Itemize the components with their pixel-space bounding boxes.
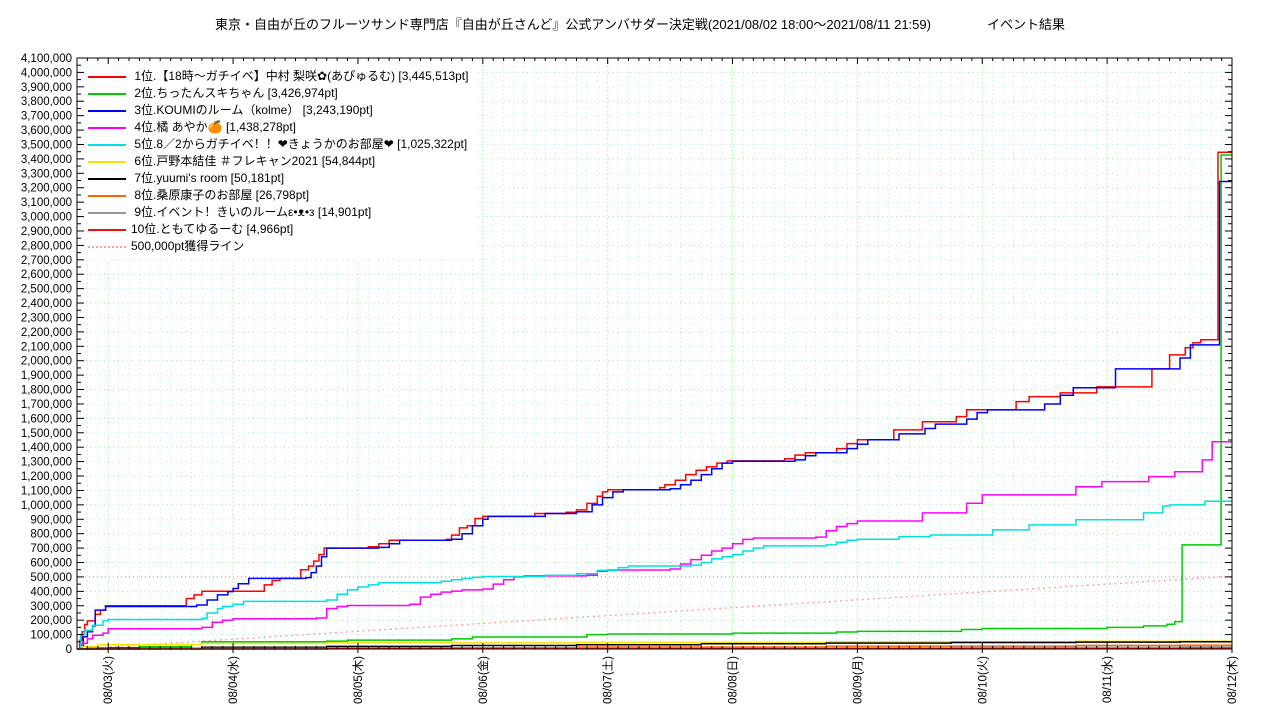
x-tick-label: 08/08(日) bbox=[728, 656, 740, 704]
y-tick-label: 3,100,000 bbox=[21, 197, 72, 209]
y-tick-label: 800,000 bbox=[30, 529, 72, 541]
legend-label: 9位.イベント！きいのルームε•ᴥ•з [14,901pt] bbox=[131, 205, 372, 219]
y-tick-label: 3,400,000 bbox=[21, 154, 72, 166]
legend-item-rank-7: 7位.yuumi's room [50,181pt] bbox=[88, 170, 468, 187]
x-tick-label: 08/04(水) bbox=[227, 656, 240, 704]
legend-line-sample bbox=[88, 211, 126, 214]
x-tick-label: 08/07(土) bbox=[602, 656, 615, 704]
legend-label: 6位.戸野本結佳 ＃フレキャン2021 [54,844pt] bbox=[131, 154, 376, 168]
legend-label: 2位.ちったんスキちゃん [3,426,974pt] bbox=[131, 86, 338, 100]
y-tick-label: 2,100,000 bbox=[21, 341, 72, 353]
y-tick-label: 1,800,000 bbox=[21, 385, 72, 397]
chart-title-suffix: イベント結果 bbox=[986, 17, 1065, 32]
legend-label: 10位.ともてゆるーむ [4,966pt] bbox=[131, 222, 294, 236]
legend-line-sample bbox=[88, 75, 126, 78]
y-tick-label: 2,300,000 bbox=[21, 312, 72, 324]
y-tick-label: 3,200,000 bbox=[21, 183, 72, 195]
x-tick-label: 08/12(木) bbox=[1226, 656, 1239, 704]
y-tick-label: 100,000 bbox=[30, 630, 72, 642]
x-tick-label: 08/05(木) bbox=[352, 656, 365, 704]
legend-line-sample bbox=[88, 92, 126, 95]
y-tick-label: 2,900,000 bbox=[21, 226, 72, 238]
threshold-line bbox=[76, 576, 1232, 650]
legend-line-sample bbox=[88, 194, 126, 197]
series-line-rank-5 bbox=[77, 500, 1232, 650]
legend-label: 1位.【18時～ガチイベ】中村 梨咲✿(あぴゅるむ) [3,445,513pt] bbox=[131, 69, 469, 83]
series-line-rank-3 bbox=[77, 180, 1232, 650]
y-tick-label: 3,300,000 bbox=[21, 168, 72, 180]
y-tick-label: 3,700,000 bbox=[21, 111, 72, 123]
legend-item-rank-3: 3位.KOUMIのルーム（kolme） [3,243,190pt] bbox=[88, 102, 468, 119]
legend-item-rank-8: 8位.桑原康子のお部屋 [26,798pt] bbox=[88, 187, 468, 204]
y-tick-label: 1,700,000 bbox=[21, 399, 72, 411]
legend-line-sample bbox=[88, 177, 126, 180]
y-tick-label: 2,400,000 bbox=[21, 298, 72, 310]
legend-item-rank-2: 2位.ちったんスキちゃん [3,426,974pt] bbox=[88, 85, 468, 102]
legend-item-rank-10: 10位.ともてゆるーむ [4,966pt] bbox=[88, 221, 468, 238]
y-tick-label: 2,200,000 bbox=[21, 327, 72, 339]
y-tick-label: 1,100,000 bbox=[21, 485, 72, 497]
x-tick-label: 08/03(火) bbox=[102, 656, 115, 704]
y-tick-label: 0 bbox=[66, 644, 72, 656]
y-tick-label: 2,000,000 bbox=[21, 356, 72, 368]
y-tick-label: 3,000,000 bbox=[21, 212, 72, 224]
legend-label: 3位.KOUMIのルーム（kolme） [3,243,190pt] bbox=[131, 103, 373, 117]
y-tick-label: 3,500,000 bbox=[21, 139, 72, 151]
y-tick-label: 1,500,000 bbox=[21, 428, 72, 440]
y-tick-label: 1,300,000 bbox=[21, 457, 72, 469]
legend-line-sample bbox=[88, 109, 126, 112]
y-tick-label: 4,000,000 bbox=[21, 67, 72, 79]
x-tick-label: 08/06(金) bbox=[476, 656, 490, 704]
chart-legend: 1位.【18時～ガチイベ】中村 梨咲✿(あぴゅるむ) [3,445,513pt]… bbox=[84, 66, 475, 259]
y-tick-label: 1,400,000 bbox=[21, 442, 72, 454]
y-tick-label: 4,100,000 bbox=[21, 53, 72, 65]
y-tick-label: 1,000,000 bbox=[21, 500, 72, 512]
legend-item-rank-4: 4位.橘 あやか🍊 [1,438,278pt] bbox=[88, 119, 468, 136]
y-tick-label: 2,700,000 bbox=[21, 255, 72, 267]
y-tick-label: 500,000 bbox=[30, 572, 72, 584]
legend-label: 7位.yuumi's room [50,181pt] bbox=[131, 171, 285, 185]
y-tick-label: 600,000 bbox=[30, 558, 72, 570]
legend-line-sample bbox=[88, 143, 126, 146]
legend-item-rank-1: 1位.【18時～ガチイベ】中村 梨咲✿(あぴゅるむ) [3,445,513pt] bbox=[88, 68, 468, 85]
x-tick-label: 08/11(水) bbox=[1101, 656, 1114, 703]
x-tick-label: 08/10(火) bbox=[976, 656, 989, 704]
legend-label: 4位.橘 あやか🍊 [1,438,278pt] bbox=[131, 120, 297, 134]
y-tick-label: 1,600,000 bbox=[21, 413, 72, 425]
y-tick-label: 900,000 bbox=[30, 514, 72, 526]
y-tick-label: 2,800,000 bbox=[21, 240, 72, 252]
legend-line-sample bbox=[88, 228, 126, 231]
y-tick-label: 300,000 bbox=[30, 601, 72, 613]
legend-item-rank-5: 5位.8／2からガチイベ！！❤きょうかのお部屋❤ [1,025,322pt] bbox=[88, 136, 468, 153]
y-tick-label: 2,500,000 bbox=[21, 284, 72, 296]
series-line-rank-4 bbox=[77, 440, 1232, 650]
y-tick-label: 3,800,000 bbox=[21, 96, 72, 108]
y-tick-label: 3,600,000 bbox=[21, 125, 72, 137]
legend-label: 8位.桑原康子のお部屋 [26,798pt] bbox=[131, 188, 310, 202]
legend-line-sample bbox=[88, 245, 126, 248]
legend-item-rank-6: 6位.戸野本結佳 ＃フレキャン2021 [54,844pt] bbox=[88, 153, 468, 170]
chart-title-main: 東京・自由が丘のフルーツサンド専門店『自由が丘さんど』公式アンバサダー決定戦(2… bbox=[215, 17, 931, 32]
y-tick-label: 3,900,000 bbox=[21, 82, 72, 94]
legend-label: 5位.8／2からガチイベ！！❤きょうかのお部屋❤ [1,025,322pt] bbox=[131, 137, 468, 151]
y-tick-label: 2,600,000 bbox=[21, 269, 72, 281]
y-tick-label: 700,000 bbox=[30, 543, 72, 555]
legend-item-threshold: 500,000pt獲得ライン bbox=[88, 238, 468, 255]
legend-line-sample bbox=[88, 160, 126, 163]
y-tick-label: 400,000 bbox=[30, 586, 72, 598]
y-tick-label: 1,200,000 bbox=[21, 471, 72, 483]
series-line-rank-1 bbox=[77, 151, 1232, 650]
y-tick-label: 1,900,000 bbox=[21, 370, 72, 382]
x-tick-label: 08/09(月) bbox=[852, 656, 864, 704]
legend-item-rank-9: 9位.イベント！きいのルームε•ᴥ•з [14,901pt] bbox=[88, 204, 468, 221]
y-tick-label: 200,000 bbox=[30, 615, 72, 627]
legend-line-sample bbox=[88, 126, 126, 129]
chart-title: 東京・自由が丘のフルーツサンド専門店『自由が丘さんど』公式アンバサダー決定戦(2… bbox=[0, 14, 1280, 33]
legend-label: 500,000pt獲得ライン bbox=[131, 239, 245, 253]
